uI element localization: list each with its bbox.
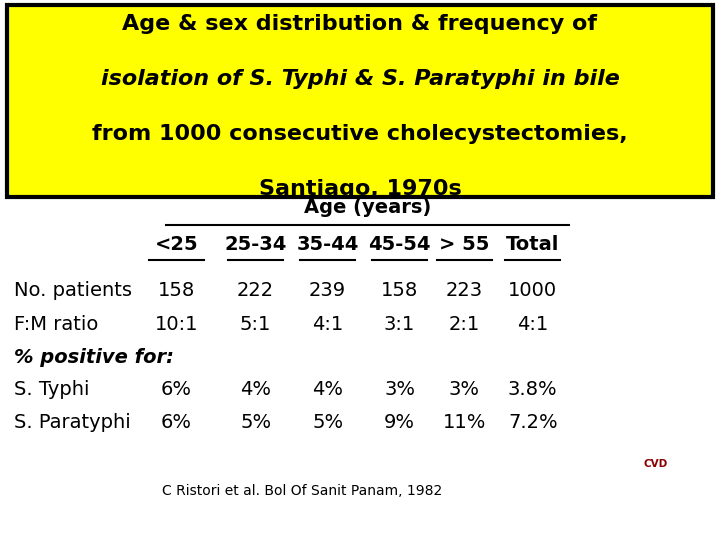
Text: 11%: 11% (443, 413, 486, 432)
Text: 3%: 3% (384, 380, 415, 400)
Text: 158: 158 (158, 281, 195, 300)
Text: No. patients: No. patients (14, 281, 132, 300)
FancyBboxPatch shape (7, 5, 713, 197)
Text: 4%: 4% (240, 380, 271, 400)
Text: S. Typhi: S. Typhi (14, 380, 90, 400)
Text: <25: <25 (155, 234, 198, 254)
Text: 1000: 1000 (508, 281, 557, 300)
Text: 6%: 6% (161, 413, 192, 432)
Text: Total: Total (506, 234, 559, 254)
Text: 222: 222 (237, 281, 274, 300)
Text: S. Paratyphi: S. Paratyphi (14, 413, 131, 432)
Text: 4%: 4% (312, 380, 343, 400)
Text: 9%: 9% (384, 413, 415, 432)
Text: % positive for:: % positive for: (14, 348, 174, 367)
Text: 10:1: 10:1 (155, 314, 198, 334)
Text: isolation of S. Typhi & S. Paratyphi in bile: isolation of S. Typhi & S. Paratyphi in … (101, 69, 619, 89)
Text: 35-44: 35-44 (297, 234, 359, 254)
Text: 3:1: 3:1 (384, 314, 415, 334)
Text: 2:1: 2:1 (449, 314, 480, 334)
Text: 158: 158 (381, 281, 418, 300)
Text: Santiago, 1970s: Santiago, 1970s (258, 179, 462, 199)
Text: Age (years): Age (years) (304, 198, 431, 218)
Text: CVD: CVD (643, 460, 667, 469)
Text: 25-34: 25-34 (225, 234, 287, 254)
Text: 5%: 5% (240, 413, 271, 432)
Text: 45-54: 45-54 (369, 234, 431, 254)
Text: 7.2%: 7.2% (508, 413, 557, 432)
Text: > 55: > 55 (439, 234, 490, 254)
Text: 5:1: 5:1 (240, 314, 271, 334)
Text: 6%: 6% (161, 380, 192, 400)
Text: 3%: 3% (449, 380, 480, 400)
Text: 223: 223 (446, 281, 483, 300)
Text: 5%: 5% (312, 413, 343, 432)
Text: 4:1: 4:1 (517, 314, 549, 334)
Text: F:M ratio: F:M ratio (14, 314, 99, 334)
Text: 3.8%: 3.8% (508, 380, 557, 400)
Text: 239: 239 (309, 281, 346, 300)
Text: Age & sex distribution & frequency of: Age & sex distribution & frequency of (122, 14, 598, 35)
Text: 4:1: 4:1 (312, 314, 343, 334)
Text: C Ristori et al. Bol Of Sanit Panam, 1982: C Ristori et al. Bol Of Sanit Panam, 198… (162, 484, 443, 498)
Text: from 1000 consecutive cholecystectomies,: from 1000 consecutive cholecystectomies, (92, 124, 628, 144)
